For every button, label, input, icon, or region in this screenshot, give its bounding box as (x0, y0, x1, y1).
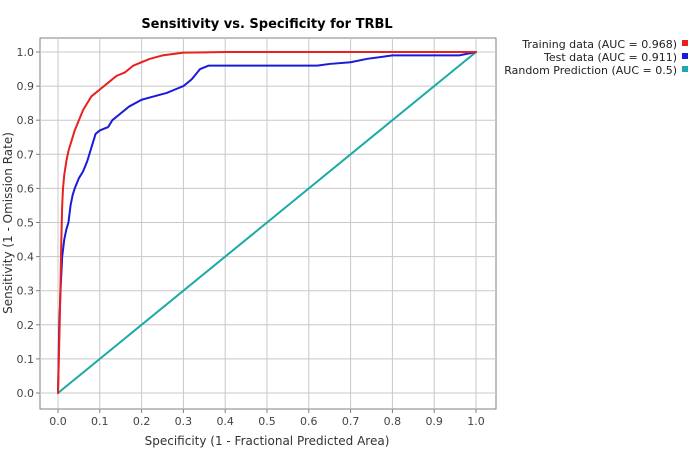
y-tick-label: 0.9 (17, 80, 35, 93)
x-tick-label: 0.5 (258, 415, 276, 428)
series-line-0 (57, 51, 477, 394)
x-tick-label: 0.7 (342, 415, 360, 428)
x-tick-label: 1.0 (467, 415, 485, 428)
x-tick-label: 0.3 (175, 415, 193, 428)
series-layer (57, 51, 477, 394)
y-tick-label: 0.1 (17, 353, 35, 366)
x-axis: 0.0 0.1 0.2 0.3 0.4 0.5 0.6 0.7 0.8 0.9 1.0 (49, 409, 485, 428)
y-axis: 0.0 0.1 0.2 0.3 0.4 0.5 0.6 0.7 0.8 0.9 1.0 (17, 46, 40, 400)
y-tick-label: 0.7 (17, 148, 35, 161)
chart-title: Sensitivity vs. Specificity for TRBL (141, 17, 392, 32)
legend-label: Test data (AUC = 0.911) (543, 51, 677, 64)
series-line-2 (57, 51, 477, 394)
y-tick-label: 0.2 (17, 319, 35, 332)
x-tick-label: 0.0 (49, 415, 67, 428)
plot-background (39, 37, 497, 410)
y-tick-label: 0.6 (17, 182, 35, 195)
y-tick-label: 1.0 (17, 46, 35, 59)
x-tick-label: 0.4 (216, 415, 234, 428)
legend-swatch (682, 40, 688, 46)
y-tick-label: 0.8 (17, 114, 35, 127)
y-tick-label: 0.0 (17, 387, 35, 400)
y-tick-label: 0.3 (17, 285, 35, 298)
legend: Training data (AUC = 0.968)Test data (AU… (504, 38, 688, 77)
y-tick-label: 0.5 (17, 217, 35, 230)
legend-label: Random Prediction (AUC = 0.5) (504, 64, 677, 77)
x-axis-label: Specificity (1 - Fractional Predicted Ar… (145, 434, 390, 448)
legend-label: Training data (AUC = 0.968) (521, 38, 677, 51)
y-axis-label: Sensitivity (1 - Omission Rate) (1, 132, 15, 314)
plot-area (39, 37, 497, 410)
x-tick-label: 0.6 (300, 415, 318, 428)
x-tick-label: 0.9 (425, 415, 443, 428)
series-line-1 (57, 51, 477, 394)
legend-swatch (682, 66, 688, 72)
x-tick-label: 0.2 (133, 415, 151, 428)
x-tick-label: 0.1 (91, 415, 109, 428)
x-tick-label: 0.8 (384, 415, 402, 428)
y-tick-label: 0.4 (17, 251, 35, 264)
legend-swatch (682, 53, 688, 59)
